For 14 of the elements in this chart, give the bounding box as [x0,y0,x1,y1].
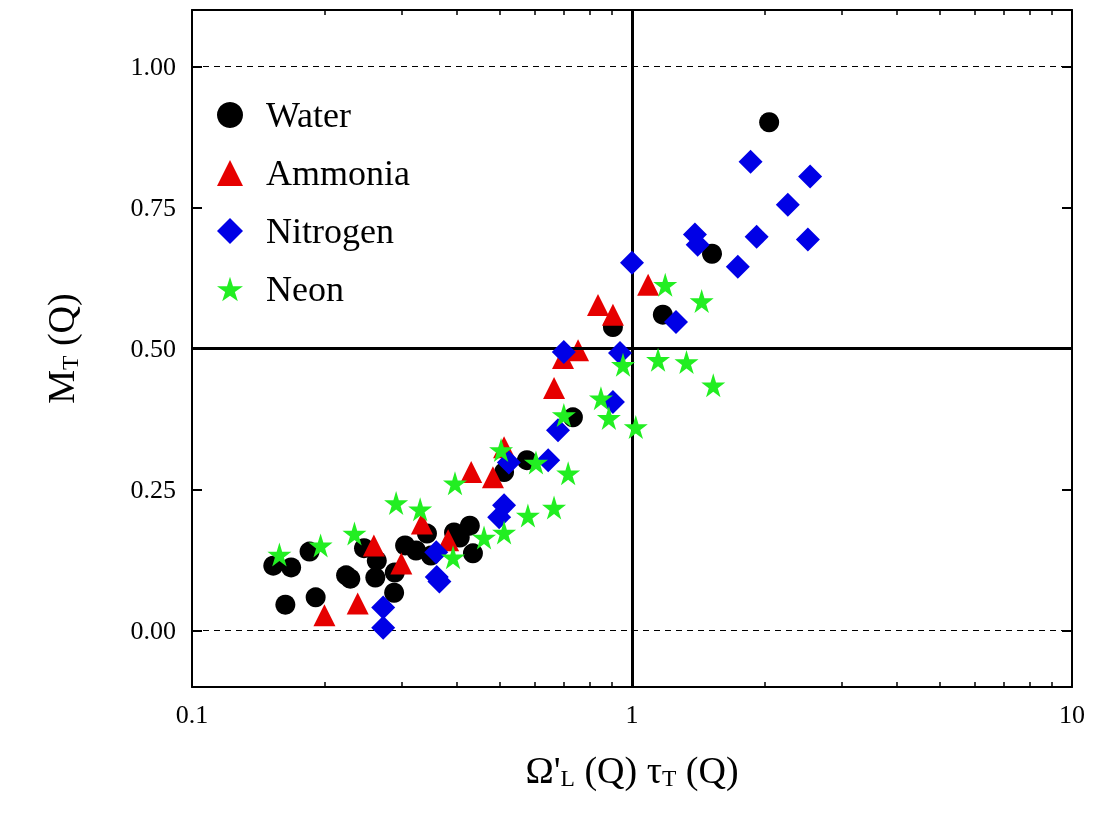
x-tick-label: 10 [1059,699,1085,729]
x-tick-label: 1 [625,699,639,729]
legend-label: Water [266,95,352,135]
legend-label: Neon [266,269,344,309]
y-tick-label: 1.00 [130,51,176,81]
x-axis-title: Ω'L (Q) τT (Q) [525,748,739,792]
y-tick-label: 0.00 [130,616,176,646]
y-axis-title: MT (Q) [40,293,84,404]
y-tick-label: 0.50 [130,334,176,363]
x-tick-label: 0.1 [175,699,209,729]
legend-label: Ammonia [266,153,410,193]
y-tick-label: 0.75 [130,192,176,222]
y-tick-label: 0.25 [130,475,176,505]
legend-label: Nitrogen [266,211,394,251]
